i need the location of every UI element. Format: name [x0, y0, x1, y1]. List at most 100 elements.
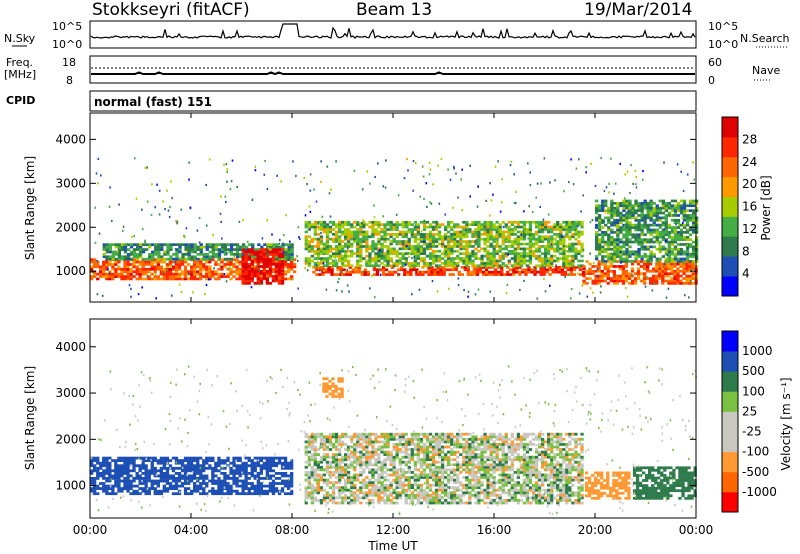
heatmap-cell: [331, 483, 336, 487]
heatmap-cell: [670, 214, 675, 217]
heatmap-cell: [134, 157, 136, 160]
heatmap-cell: [111, 489, 115, 493]
heatmap-cell: [93, 263, 97, 266]
heatmap-cell: [637, 238, 641, 241]
heatmap-cell: [667, 214, 671, 217]
heatmap-cell: [501, 220, 505, 224]
heatmap-cell: [150, 479, 154, 483]
heatmap-cell: [688, 238, 693, 241]
heatmap-cell: [392, 223, 396, 226]
heatmap-cell: [369, 287, 371, 290]
heatmap-cell: [335, 289, 338, 292]
heatmap-cell: [649, 211, 653, 215]
heatmap-cell: [262, 250, 266, 254]
heatmap-cell: [228, 251, 230, 254]
heatmap-cell: [515, 268, 519, 272]
heatmap-cell: [132, 255, 137, 259]
heatmap-cell: [562, 254, 566, 258]
heatmap-cell: [129, 263, 133, 266]
heatmap-cell: [262, 492, 266, 496]
heatmap-cell: [571, 247, 575, 251]
heatmap-cell: [345, 273, 349, 276]
heatmap-cell: [571, 223, 575, 226]
heatmap-cell: [688, 252, 691, 256]
heatmap-cell: [331, 453, 336, 456]
heatmap-cell: [655, 267, 659, 271]
heatmap-cell: [287, 277, 291, 281]
heatmap-cell: [159, 265, 163, 269]
heatmap-cell: [241, 479, 245, 483]
heatmap-cell: [223, 253, 228, 256]
heatmap-cell: [229, 272, 233, 276]
heatmap-cell: [114, 267, 118, 271]
heatmap-cell: [114, 257, 118, 261]
heatmap-cell: [258, 269, 260, 272]
heatmap-cell: [554, 179, 556, 182]
heatmap-cell: [676, 231, 681, 234]
heatmap-cell: [676, 279, 680, 283]
heatmap-cell: [177, 277, 182, 281]
heatmap-cell: [437, 264, 442, 268]
heatmap-cell: [477, 240, 481, 243]
heatmap-cell: [102, 489, 106, 493]
heatmap-cell: [280, 180, 282, 183]
nsky-frame: [89, 20, 697, 49]
heatmap-cell: [624, 224, 626, 227]
heatmap-cell: [235, 489, 239, 493]
heatmap-cell: [613, 209, 617, 212]
heatmap-cell: [319, 488, 324, 492]
heatmap-cell: [519, 220, 524, 224]
heatmap-cell: [229, 487, 233, 490]
heatmap-cell: [384, 268, 389, 272]
heatmap-cell: [328, 432, 333, 436]
heatmap-cell: [652, 214, 656, 217]
heatmap-cell: [338, 443, 342, 446]
heatmap-cell: [199, 275, 203, 278]
heatmap-cell: [649, 238, 653, 241]
heatmap-cell: [313, 488, 317, 492]
heatmap-cell: [265, 279, 269, 283]
heatmap-cell: [102, 487, 106, 490]
heatmap-cell: [603, 274, 607, 278]
heatmap-cell: [522, 225, 527, 229]
heatmap-cell: [334, 254, 339, 258]
heatmap-cell: [504, 237, 508, 241]
heatmap-cell: [522, 237, 527, 241]
heatmap-cell: [93, 487, 97, 490]
heatmap-cell: [459, 225, 463, 229]
heatmap-cell: [170, 294, 173, 297]
heatmap-cell: [338, 230, 342, 234]
heatmap-cell: [380, 223, 384, 226]
heatmap-cell: [486, 228, 490, 231]
y-tick-label: 2000: [55, 220, 86, 234]
heatmap-cell: [142, 250, 146, 254]
heatmap-cell: [265, 282, 269, 285]
heatmap-cell: [437, 164, 439, 167]
heatmap-cell: [383, 228, 387, 231]
heatmap-cell: [684, 294, 686, 297]
heatmap-cell: [507, 240, 511, 243]
heatmap-cell: [537, 254, 542, 258]
heatmap-cell: [670, 272, 674, 275]
heatmap-cell: [362, 257, 366, 260]
heatmap-cell: [250, 277, 254, 280]
heatmap-cell: [416, 254, 420, 258]
heatmap-cell: [253, 461, 257, 465]
heatmap-cell: [325, 448, 330, 451]
heatmap-cell: [350, 463, 354, 467]
heatmap-cell: [350, 237, 354, 241]
heatmap-cell: [483, 228, 487, 231]
heatmap-cell: [419, 252, 424, 255]
heatmap-cell: [559, 247, 563, 251]
heatmap-cell: [433, 270, 437, 274]
heatmap-cell: [640, 240, 644, 244]
heatmap-cell: [99, 482, 103, 485]
heatmap-cell: [241, 472, 245, 475]
heatmap-cell: [625, 231, 629, 234]
heatmap-cell: [658, 235, 662, 239]
heatmap-cell: [412, 266, 416, 269]
heatmap-cell: [325, 395, 329, 398]
heatmap-cell: [507, 259, 511, 263]
heatmap-cell: [667, 245, 671, 249]
heatmap-cell: [498, 223, 502, 226]
